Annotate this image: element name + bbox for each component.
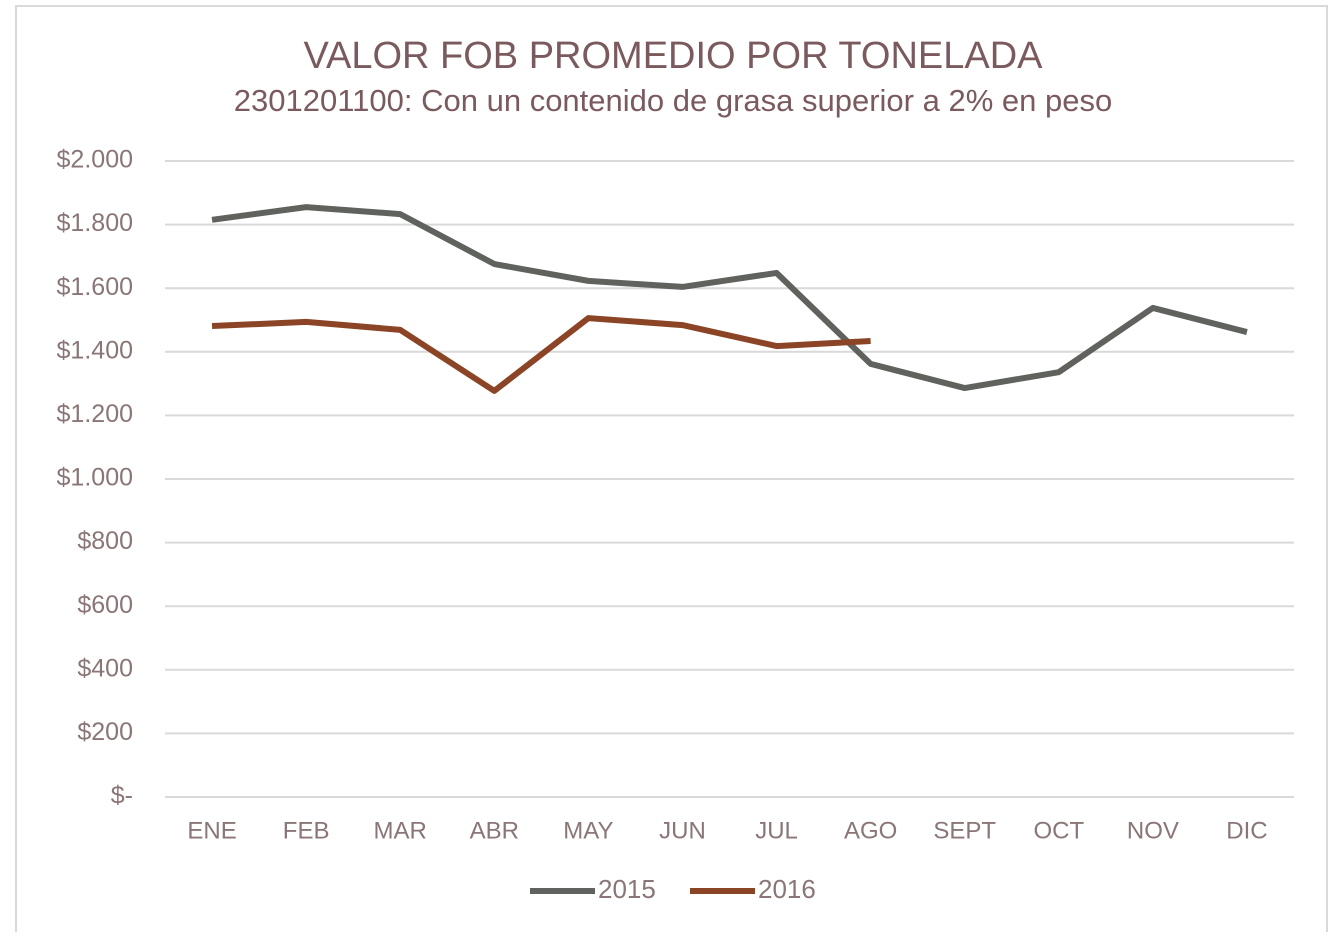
x-tick-label: ENE	[187, 817, 236, 844]
y-tick-label: $800	[77, 527, 133, 555]
chart-title: VALOR FOB PROMEDIO POR TONELADA	[303, 35, 1043, 77]
x-tick-label: FEB	[283, 817, 330, 844]
y-tick-label: $1.400	[57, 336, 133, 364]
legend-label: 2015	[598, 874, 656, 904]
y-tick-label: $400	[77, 654, 133, 682]
line-series	[211, 315, 871, 394]
y-tick-label: $200	[77, 718, 133, 746]
x-tick-label: AGO	[844, 817, 897, 844]
x-tick-label: DIC	[1226, 817, 1267, 844]
x-tick-label: NOV	[1127, 817, 1179, 844]
line-series	[211, 204, 1248, 392]
y-tick-label: $1.600	[57, 273, 133, 301]
y-tick-label: $1.200	[57, 400, 133, 428]
legend-label: 2016	[758, 874, 816, 904]
y-tick-label: $1.800	[57, 209, 133, 237]
chart-border	[15, 5, 1328, 937]
x-tick-label: MAR	[374, 817, 427, 844]
x-tick-label: OCT	[1033, 817, 1084, 844]
x-tick-label: JUN	[659, 817, 706, 844]
x-tick-label: SEPT	[933, 817, 996, 844]
x-tick-label: MAY	[563, 817, 613, 844]
y-tick-label: $1.000	[57, 464, 133, 492]
x-tick-label: ABR	[470, 817, 519, 844]
y-tick-label: $-	[111, 782, 133, 810]
y-tick-label: $2.000	[57, 146, 133, 174]
chart-subtitle: 2301201100: Con un contenido de grasa su…	[234, 83, 1112, 118]
y-tick-label: $600	[77, 591, 133, 619]
x-tick-label: JUL	[755, 817, 798, 844]
